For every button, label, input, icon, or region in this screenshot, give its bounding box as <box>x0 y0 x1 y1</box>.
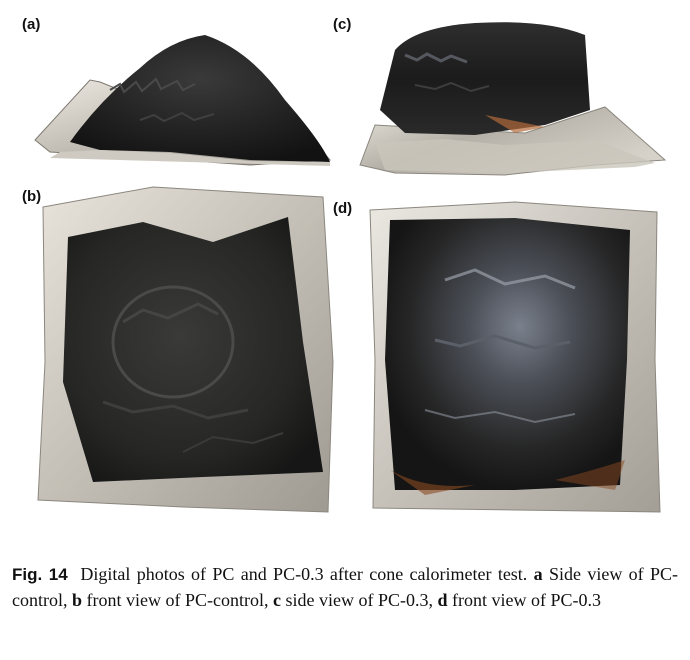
photo-a-image <box>34 35 332 166</box>
panel-label-c: (c) <box>333 16 352 33</box>
photo-b-front-view-pc-control <box>33 182 335 517</box>
caption-part-letter-a: a <box>533 564 543 584</box>
photo-a-side-view-pc-control <box>30 20 340 170</box>
caption-part-text-d: front view of PC-0.3 <box>452 589 601 610</box>
photo-b-image <box>37 186 334 513</box>
photo-c-side-view-pc-0-3 <box>355 15 670 180</box>
caption-part-letter-d: d <box>437 589 448 610</box>
caption-part-text-a: Side view of PC-control, <box>12 564 679 610</box>
caption-part-text-c: side view of PC-0.3, <box>285 589 433 610</box>
caption-figure-label: Fig. 14 <box>12 565 68 584</box>
panel-label-b: (b) <box>22 188 42 205</box>
photo-c-image <box>359 22 667 176</box>
caption-part-letter-c: c <box>272 589 281 610</box>
figure: (a) (c) <box>22 15 670 520</box>
caption-intro: Digital photos of PC and PC-0.3 after co… <box>80 564 528 584</box>
figure-caption: Fig. 14 Digital photos of PC and PC-0.3 … <box>12 562 678 612</box>
caption-part-letter-b: b <box>72 589 83 610</box>
caption-part-text-b: front view of PC-control, <box>86 589 269 610</box>
panel-label-d: (d) <box>333 200 353 217</box>
photo-d-front-view-pc-0-3 <box>365 190 663 520</box>
panel-label-a: (a) <box>22 16 41 33</box>
photo-d-image <box>369 201 661 513</box>
